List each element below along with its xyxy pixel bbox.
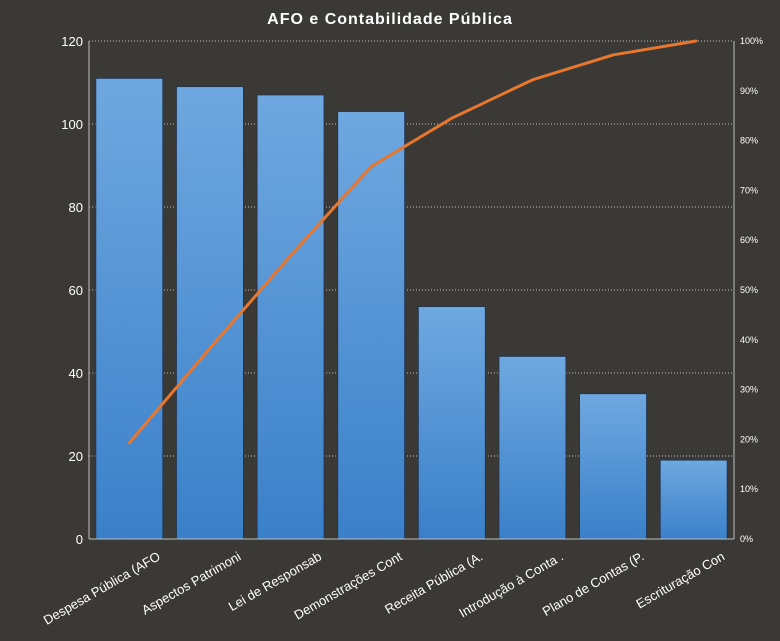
y2-tick-label: 10% [740,484,758,494]
y2-tick-label: 50% [740,285,758,295]
bar [95,77,164,540]
y-tick-label: 40 [69,366,83,381]
y2-tick-label: 100% [740,36,763,46]
y-tick-label: 100 [61,117,83,132]
y2-tick-label: 60% [740,235,758,245]
cumulative-line-layer [127,39,698,445]
y-tick-label: 0 [76,532,83,547]
y2-tick-label: 0% [740,534,753,544]
y-tick-label: 60 [69,283,83,298]
axis-layer [88,41,735,540]
y2-tick-label: 80% [740,136,758,146]
chart-title: AFO e Contabilidade Pública [267,11,513,28]
cumulative-percent-line [127,39,698,445]
y2-tick-label: 40% [740,335,758,345]
y-tick-label: 80 [69,200,83,215]
y2-tick-label: 20% [740,434,758,444]
bar [176,86,244,540]
y2-tick-label: 90% [740,86,758,96]
y2-tick-label: 30% [740,385,758,395]
bar [417,306,486,540]
bar [579,393,647,540]
bar [498,355,567,540]
y-tick-label: 20 [69,449,83,464]
y2-tick-label: 70% [740,185,758,195]
bar-layer [95,77,728,540]
bar [659,459,728,540]
bar [256,94,325,540]
bar [337,111,406,540]
y-tick-label: 120 [61,34,83,49]
